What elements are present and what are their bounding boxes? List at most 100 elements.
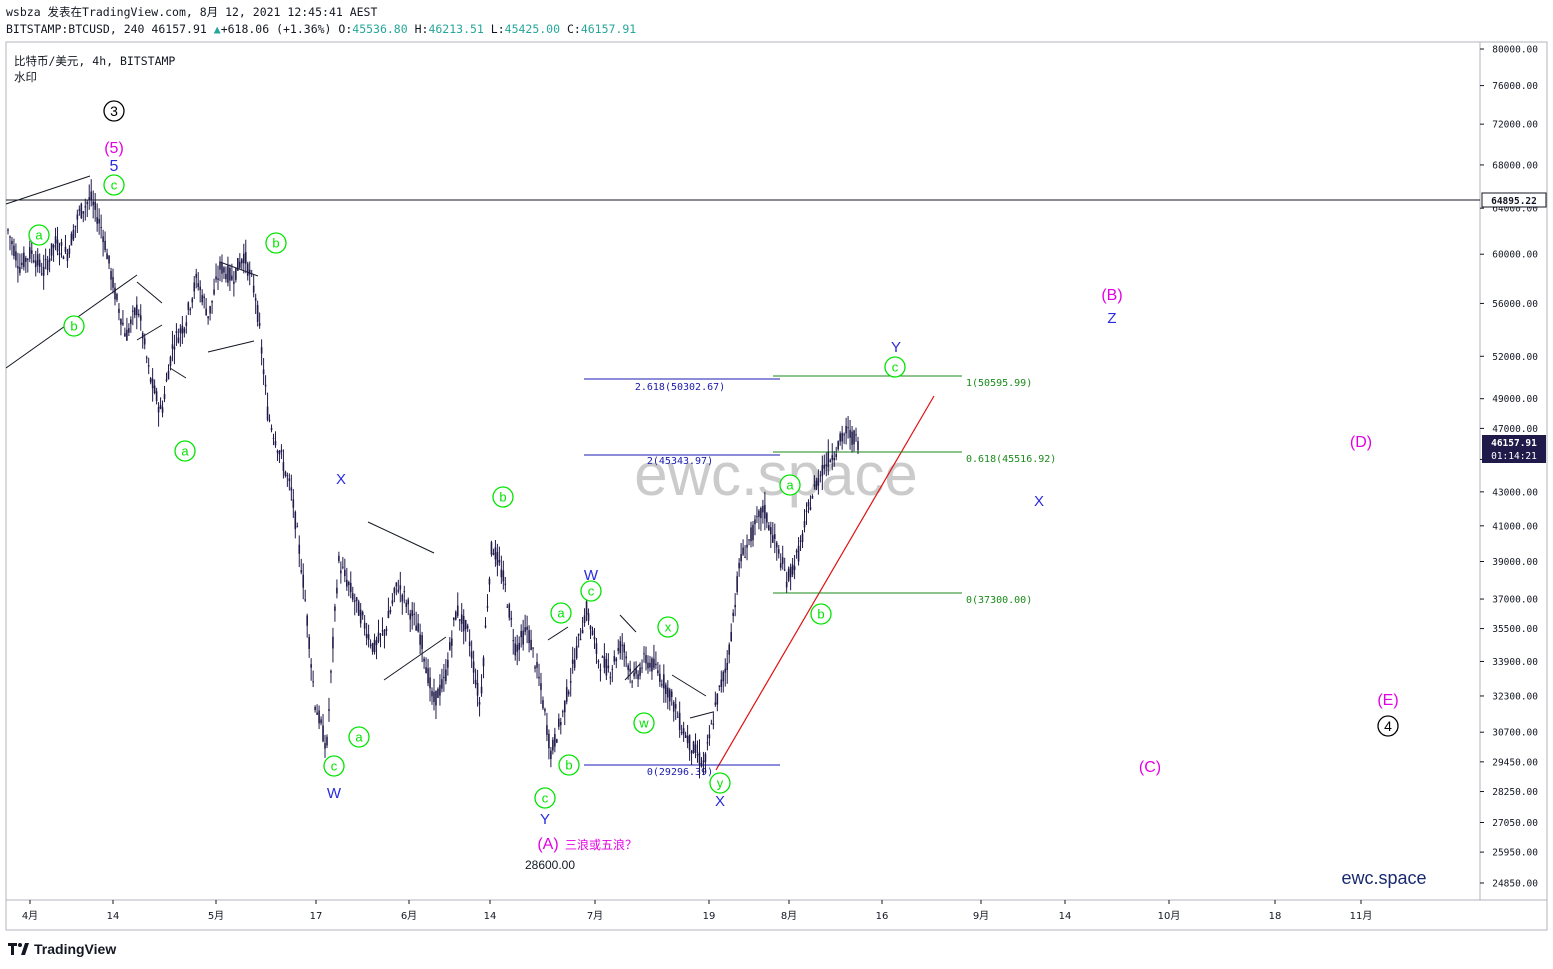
publish-info: wsbza 发表在TradingView.com, 8月 12, 2021 12… [6, 5, 378, 19]
tradingview-logo[interactable]: TradingView [8, 941, 116, 957]
candle-body [843, 434, 845, 436]
candle-body [777, 549, 780, 554]
price-axis[interactable]: 80000.00 76000.00 72000.00 68000.00 64000.00… [1480, 45, 1538, 890]
wave-b-circle[interactable] [63, 315, 85, 337]
triangle-line-8[interactable] [547, 626, 569, 641]
candle-body [700, 762, 703, 767]
wave-3-circle[interactable] [103, 100, 125, 122]
candle-body [454, 611, 457, 620]
candle-body [30, 250, 33, 254]
wave-c-circle[interactable] [103, 174, 125, 196]
wave-a-circle[interactable] [174, 440, 196, 462]
wave-a-circle[interactable] [348, 726, 370, 748]
candle-body [569, 681, 572, 683]
triangle-line-12[interactable] [689, 711, 714, 719]
candle-body [524, 627, 526, 632]
candle-body [415, 625, 417, 631]
wave-c-circle[interactable] [534, 787, 556, 809]
triangle-line-1[interactable] [136, 281, 163, 304]
candle-body [195, 273, 198, 278]
red-trend-line[interactable] [715, 395, 935, 771]
triangle-line-7[interactable] [383, 636, 447, 681]
wave-b-circle[interactable] [810, 603, 832, 625]
candle-body [169, 356, 172, 367]
candle-body [357, 601, 360, 616]
candle-body [310, 664, 312, 668]
candle-body [449, 642, 451, 650]
candle-body [405, 602, 408, 607]
candle-body [260, 347, 263, 354]
wave-c-circle[interactable] [323, 755, 345, 777]
wave-a-label: a [35, 228, 43, 243]
wave-labels[interactable]: 3 4 (5) (A) (B) (C) (D) (E) 三浪或五浪？ 28600… [103, 100, 1399, 872]
candle-body [494, 547, 497, 560]
candle-body [399, 585, 402, 590]
candle-body [462, 616, 465, 632]
green-circle-labels[interactable]: c a b b a c a b c b a c x w y a b c [28, 174, 906, 809]
wave-a-circle[interactable] [550, 602, 572, 624]
candle-body [825, 464, 828, 467]
candle-body [324, 743, 326, 749]
wave-a-circle[interactable] [28, 224, 50, 246]
wave-4-circle[interactable] [1377, 715, 1399, 737]
channel-line-upper[interactable] [5, 175, 91, 205]
candle-body [855, 434, 857, 436]
triangle-line-9[interactable] [619, 614, 637, 633]
fib-blue-label-2: 2(45343.97) [647, 456, 713, 467]
wave-b-circle[interactable] [558, 754, 580, 776]
triangle-line-2[interactable] [136, 324, 163, 341]
candle-body [823, 464, 826, 469]
time-axis[interactable]: 4月 14 5月 17 6月 14 7月 19 8月 16 9月 14 10月 18 11月 [22, 900, 1373, 922]
candle-body [237, 258, 239, 271]
candle-body [92, 201, 94, 206]
wave-b-circle[interactable] [492, 486, 514, 508]
candle-body [544, 709, 546, 712]
y-tick-label: 68000.00 [1492, 160, 1538, 171]
candle-body [637, 674, 639, 680]
triangle-line-5[interactable] [207, 340, 255, 353]
wave-e-primary: (E) [1377, 692, 1398, 709]
wave-b-circle[interactable] [265, 232, 287, 254]
x-tick-label: 8月 [781, 910, 797, 922]
triangle-line-11[interactable] [671, 674, 707, 697]
wave-5-intermediate: 5 [110, 158, 119, 175]
wave-y-circle[interactable] [709, 772, 731, 794]
candle-body [377, 632, 380, 642]
fib-green[interactable]: 1(50595.99) 0.618(45516.92) 0(37300.00) [773, 375, 1056, 606]
candle-body [151, 378, 154, 389]
candle-body [772, 535, 774, 543]
wave-5-primary: (5) [104, 140, 124, 157]
candle-body [726, 662, 729, 671]
candle-body [599, 669, 602, 671]
wave-x-circle[interactable] [657, 616, 679, 638]
candle-body [833, 458, 836, 461]
candle-body [639, 667, 641, 676]
candle-body [445, 669, 447, 682]
price-candles[interactable] [7, 179, 859, 779]
candle-body [318, 710, 320, 724]
candle-body [42, 266, 45, 276]
wave-c-circle[interactable] [580, 580, 602, 602]
candle-body [387, 611, 390, 619]
wave-b-label: b [565, 758, 572, 773]
candle-body [409, 613, 412, 620]
wave-b-label: b [499, 490, 506, 505]
watermark-caption: 水印 [14, 70, 37, 84]
triangle-line-10[interactable] [624, 663, 641, 681]
candle-body [508, 604, 511, 618]
candle-body [764, 504, 766, 519]
candle-body [159, 404, 162, 409]
candle-body [728, 644, 731, 655]
triangle-line-3[interactable] [169, 367, 187, 379]
fib-blue[interactable]: 2.618(50302.67) 2(45343.97) 0(29296.39) [584, 378, 780, 778]
candle-body [15, 251, 17, 261]
wave-c-circle[interactable] [884, 356, 906, 378]
wave-a-circle[interactable] [779, 474, 801, 496]
triangle-line-6[interactable] [367, 521, 435, 554]
wave-x-2: X [715, 793, 725, 810]
wave-w-circle[interactable] [633, 712, 655, 734]
candle-body [120, 319, 122, 325]
wave-a-label: a [786, 478, 794, 493]
candle-body [88, 197, 91, 201]
